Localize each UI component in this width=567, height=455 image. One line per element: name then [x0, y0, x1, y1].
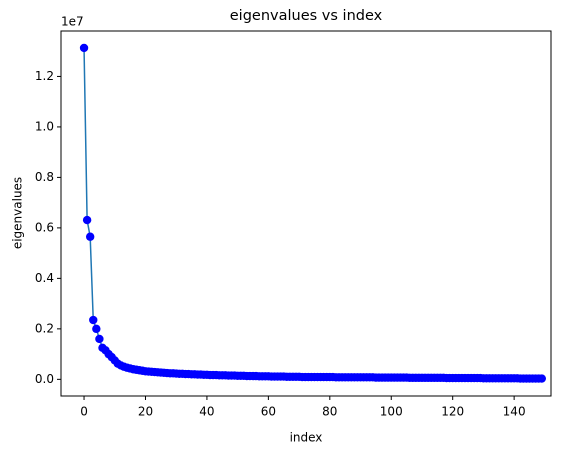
y-offset-text: 1e7 — [61, 15, 84, 29]
y-tick-label: 1.0 — [35, 119, 54, 133]
x-tick-label: 0 — [80, 405, 88, 419]
y-tick-label: 0.0 — [35, 372, 54, 386]
data-point — [85, 232, 95, 241]
x-tick-label: 40 — [199, 405, 214, 419]
x-tick-label: 80 — [322, 405, 337, 419]
y-tick-label: 0.8 — [35, 170, 54, 184]
y-axis-label: eigenvalues — [11, 177, 25, 249]
x-tick-label: 140 — [503, 405, 526, 419]
x-tick-label: 120 — [441, 405, 464, 419]
y-tick-label: 0.4 — [35, 271, 54, 285]
data-point — [82, 215, 92, 225]
y-tick-label: 0.6 — [35, 220, 54, 234]
x-tick-label: 100 — [380, 405, 403, 419]
y-tick-label: 0.2 — [35, 321, 54, 335]
data-point — [537, 374, 546, 383]
x-axis-label: index — [290, 431, 323, 445]
data-point — [79, 43, 89, 53]
x-tick-label: 20 — [138, 405, 153, 419]
plot-frame — [60, 30, 552, 397]
data-point — [95, 334, 104, 344]
y-tick-label: 1.2 — [35, 69, 54, 83]
data-point — [92, 324, 101, 334]
chart-title: eigenvalues vs index — [230, 8, 383, 24]
data-point — [89, 315, 98, 325]
x-tick-label: 60 — [261, 405, 276, 419]
